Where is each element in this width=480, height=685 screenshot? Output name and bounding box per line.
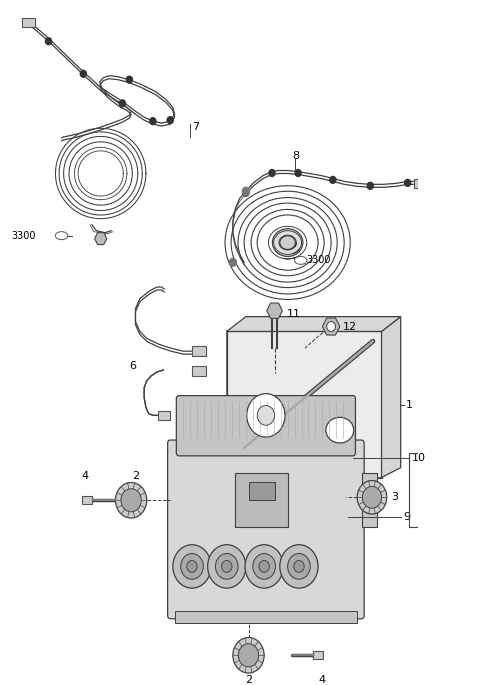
Circle shape	[239, 644, 259, 667]
Bar	[192, 346, 206, 356]
Polygon shape	[95, 233, 107, 245]
Circle shape	[269, 169, 275, 177]
Text: 4: 4	[319, 675, 326, 685]
Text: SV16-MV8: SV16-MV8	[248, 421, 284, 426]
Text: 7: 7	[192, 122, 199, 132]
Circle shape	[243, 189, 249, 196]
Text: 9: 9	[403, 512, 410, 522]
Bar	[249, 482, 275, 500]
Bar	[361, 473, 377, 527]
Circle shape	[167, 116, 173, 123]
Circle shape	[288, 553, 310, 580]
Circle shape	[294, 560, 304, 573]
Bar	[23, 18, 35, 27]
Text: 10: 10	[412, 453, 426, 463]
Bar	[227, 332, 382, 477]
Bar	[414, 179, 426, 188]
Circle shape	[180, 553, 204, 580]
Circle shape	[229, 258, 236, 266]
Circle shape	[121, 488, 141, 512]
Circle shape	[280, 545, 318, 588]
Circle shape	[247, 394, 285, 437]
Text: 6: 6	[130, 361, 136, 371]
Circle shape	[80, 71, 86, 77]
Bar	[175, 611, 357, 623]
Text: 3300: 3300	[307, 256, 331, 265]
FancyBboxPatch shape	[168, 440, 364, 619]
Text: 11: 11	[287, 309, 301, 319]
Circle shape	[367, 182, 373, 189]
Circle shape	[357, 480, 387, 514]
Bar	[236, 473, 288, 527]
Circle shape	[242, 187, 250, 195]
Ellipse shape	[326, 417, 354, 443]
Circle shape	[120, 100, 125, 107]
Text: 1: 1	[406, 401, 413, 410]
Circle shape	[126, 76, 132, 83]
Circle shape	[253, 553, 276, 580]
Ellipse shape	[280, 236, 296, 249]
Circle shape	[245, 545, 283, 588]
Circle shape	[208, 545, 246, 588]
Text: 3300: 3300	[11, 231, 36, 240]
Bar	[158, 411, 170, 420]
Circle shape	[405, 179, 411, 186]
Circle shape	[216, 553, 238, 580]
Circle shape	[116, 482, 147, 518]
Polygon shape	[323, 318, 340, 335]
Text: 3: 3	[391, 493, 398, 502]
Text: 2: 2	[132, 471, 139, 481]
Circle shape	[327, 321, 336, 332]
Circle shape	[46, 38, 51, 45]
Text: 4: 4	[82, 471, 89, 481]
Ellipse shape	[294, 256, 307, 264]
Polygon shape	[227, 316, 401, 332]
Circle shape	[222, 560, 232, 573]
Polygon shape	[382, 316, 401, 477]
Ellipse shape	[55, 232, 68, 240]
Bar	[409, 453, 475, 527]
Circle shape	[295, 169, 301, 177]
Circle shape	[233, 638, 264, 673]
Polygon shape	[267, 303, 282, 319]
FancyBboxPatch shape	[176, 396, 356, 456]
Text: 5: 5	[479, 487, 480, 497]
Circle shape	[362, 486, 382, 508]
Circle shape	[257, 406, 275, 425]
Circle shape	[173, 545, 211, 588]
Circle shape	[150, 118, 156, 125]
Circle shape	[330, 177, 336, 184]
Bar	[313, 651, 323, 659]
Text: 12: 12	[343, 321, 358, 332]
Circle shape	[259, 560, 269, 573]
Ellipse shape	[273, 229, 303, 256]
Text: 8: 8	[292, 151, 299, 161]
Bar	[192, 366, 206, 376]
Text: 2: 2	[245, 675, 252, 685]
Bar	[82, 497, 92, 504]
Circle shape	[187, 560, 197, 573]
